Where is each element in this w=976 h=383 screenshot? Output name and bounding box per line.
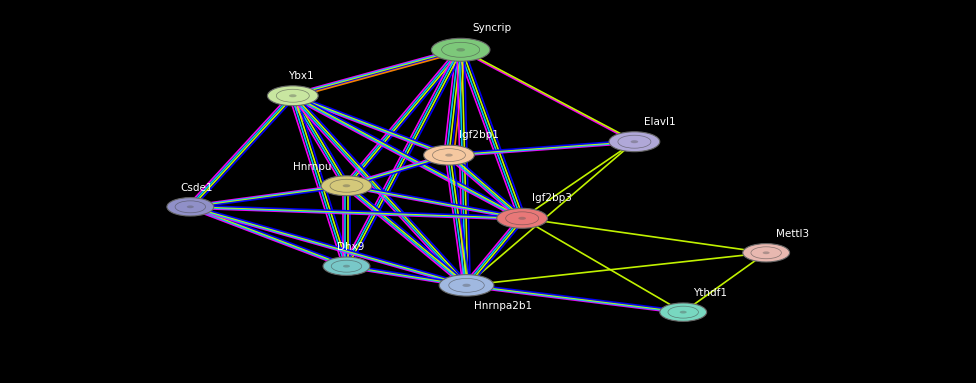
Circle shape — [323, 257, 370, 275]
Text: Hnrnpa2b1: Hnrnpa2b1 — [474, 301, 533, 311]
Circle shape — [343, 184, 350, 187]
Circle shape — [743, 244, 790, 262]
Circle shape — [463, 284, 470, 287]
Circle shape — [762, 251, 770, 254]
Circle shape — [439, 275, 494, 296]
Circle shape — [167, 198, 214, 216]
Text: Ythdf1: Ythdf1 — [693, 288, 727, 298]
Circle shape — [630, 140, 638, 143]
Text: Syncrip: Syncrip — [472, 23, 511, 33]
Circle shape — [321, 176, 372, 196]
Circle shape — [431, 38, 490, 61]
Text: Ybx1: Ybx1 — [288, 71, 313, 81]
Circle shape — [660, 303, 707, 321]
Text: Elavl1: Elavl1 — [644, 117, 675, 127]
Text: Mettl3: Mettl3 — [776, 229, 809, 239]
Text: Igf2bp1: Igf2bp1 — [459, 130, 499, 140]
Circle shape — [343, 265, 350, 268]
Text: Hnrnpu: Hnrnpu — [293, 162, 331, 172]
Circle shape — [267, 86, 318, 106]
Text: Csde1: Csde1 — [181, 183, 213, 193]
Text: Igf2bp3: Igf2bp3 — [532, 193, 572, 203]
Circle shape — [186, 205, 194, 208]
Text: Dhx9: Dhx9 — [337, 242, 364, 252]
Circle shape — [456, 48, 465, 52]
Circle shape — [497, 208, 548, 228]
Circle shape — [289, 94, 297, 97]
Circle shape — [518, 217, 526, 220]
Circle shape — [609, 132, 660, 152]
Circle shape — [679, 311, 687, 314]
Circle shape — [424, 145, 474, 165]
Circle shape — [445, 154, 453, 157]
